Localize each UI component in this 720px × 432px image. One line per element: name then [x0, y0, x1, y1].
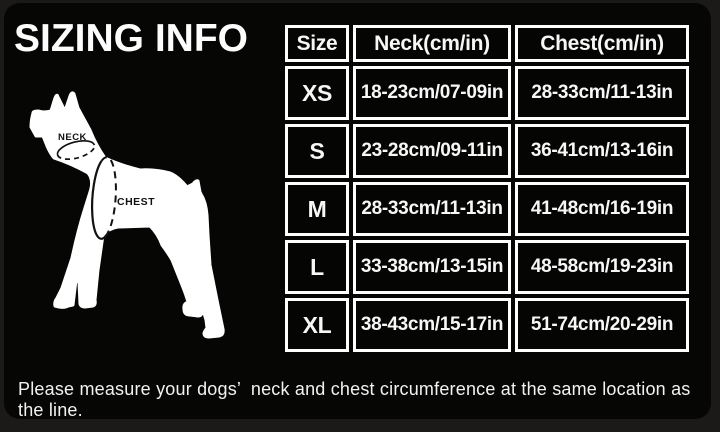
neck-cell: 28-33cm/11-13in [353, 182, 511, 236]
chest-cell: 36-41cm/13-16in [515, 124, 689, 178]
chest-measure-line [90, 156, 117, 240]
neck-cell: 23-28cm/09-11in [353, 124, 511, 178]
table-row: L 33-38cm/13-15in 48-58cm/19-23in [285, 240, 689, 294]
page-title: SIZING INFO [14, 17, 248, 60]
table-row: M 28-33cm/11-13in 41-48cm/16-19in [285, 182, 689, 236]
header-neck: Neck(cm/in) [353, 25, 511, 62]
sizing-table: Size Neck(cm/in) Chest(cm/in) XS 18-23cm… [281, 21, 693, 356]
neck-cell: 18-23cm/07-09in [353, 66, 511, 120]
size-cell: M [285, 182, 349, 236]
size-cell: XS [285, 66, 349, 120]
neck-label: NECK [58, 132, 87, 143]
size-cell: S [285, 124, 349, 178]
dog-silhouette-illustration: NECK CHEST [10, 70, 250, 360]
measure-instruction: Please measure your dogs’ neck and chest… [18, 379, 696, 420]
size-cell: XL [285, 298, 349, 352]
neck-cell: 38-43cm/15-17in [353, 298, 511, 352]
chest-cell: 48-58cm/19-23in [515, 240, 689, 294]
neck-cell: 33-38cm/13-15in [353, 240, 511, 294]
chest-label: CHEST [117, 196, 155, 208]
neck-measure-line [56, 140, 96, 160]
dog-body-shape [29, 91, 225, 339]
table-row: XS 18-23cm/07-09in 28-33cm/11-13in [285, 66, 689, 120]
header-chest: Chest(cm/in) [515, 25, 689, 62]
table-row: XL 38-43cm/15-17in 51-74cm/20-29in [285, 298, 689, 352]
dog-diagram-svg: NECK CHEST [29, 91, 225, 339]
chest-cell: 51-74cm/20-29in [515, 298, 689, 352]
table-row: S 23-28cm/09-11in 36-41cm/13-16in [285, 124, 689, 178]
size-cell: L [285, 240, 349, 294]
chest-cell: 28-33cm/11-13in [515, 66, 689, 120]
header-size: Size [285, 25, 349, 62]
table-header-row: Size Neck(cm/in) Chest(cm/in) [285, 25, 689, 62]
chest-cell: 41-48cm/16-19in [515, 182, 689, 236]
